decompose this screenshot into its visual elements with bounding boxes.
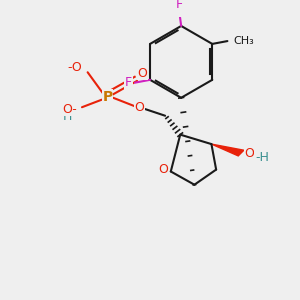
Polygon shape (212, 144, 244, 156)
Text: H: H (63, 110, 73, 123)
Text: P: P (102, 90, 112, 104)
Text: -O: -O (67, 61, 82, 74)
Text: O: O (158, 163, 168, 176)
Text: O: O (137, 67, 147, 80)
Text: O-: O- (62, 103, 77, 116)
Text: O: O (244, 147, 254, 160)
Text: CH₃: CH₃ (233, 36, 254, 46)
Text: F: F (176, 0, 183, 11)
Text: -H: -H (255, 151, 269, 164)
Text: F: F (125, 76, 132, 89)
Text: H: H (66, 60, 75, 73)
Text: O: O (135, 101, 145, 114)
